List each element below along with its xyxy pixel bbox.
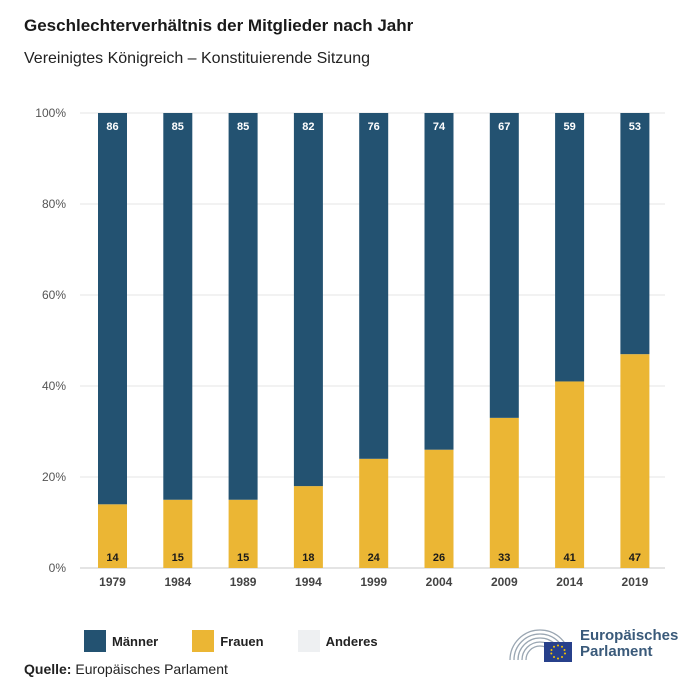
x-tick-label: 1979 bbox=[99, 575, 126, 589]
x-tick-label: 2009 bbox=[491, 575, 518, 589]
logo-wordmark: Europäisches Parlament bbox=[580, 628, 678, 660]
logo-line-1: Europäisches bbox=[580, 627, 679, 644]
bar-men bbox=[424, 113, 454, 450]
bar-men bbox=[489, 113, 519, 418]
legend-item-other: Anderes bbox=[297, 630, 378, 652]
logo-line-2: Parlament bbox=[580, 643, 653, 660]
data-label-women: 14 bbox=[106, 552, 119, 564]
source-note: Quelle: Europäisches Parlament bbox=[24, 661, 228, 677]
data-label-men: 53 bbox=[629, 121, 641, 133]
bar-women bbox=[228, 499, 258, 568]
bar-women bbox=[489, 417, 519, 568]
x-tick-label: 1989 bbox=[230, 575, 257, 589]
legend-label-men: Männer bbox=[112, 633, 159, 649]
data-label-women: 15 bbox=[237, 552, 249, 564]
bar-men bbox=[163, 113, 193, 500]
data-label-men: 59 bbox=[563, 121, 575, 133]
chart-title: Geschlechterverhältnis der Mitglieder na… bbox=[24, 16, 414, 35]
y-tick-label: 100% bbox=[35, 106, 66, 120]
data-label-women: 15 bbox=[172, 552, 184, 564]
data-label-men: 85 bbox=[172, 121, 184, 133]
bar-women bbox=[620, 354, 650, 568]
bar-women bbox=[555, 381, 585, 568]
y-tick-label: 0% bbox=[49, 561, 67, 575]
legend-swatch-women bbox=[192, 630, 215, 652]
legend-item-men: Männer bbox=[84, 630, 158, 652]
bar-men bbox=[228, 113, 258, 500]
data-label-men: 76 bbox=[368, 121, 380, 133]
european-parliament-logo: Europäisches Parlament bbox=[506, 624, 678, 664]
data-label-men: 74 bbox=[433, 121, 446, 133]
bar-men bbox=[555, 113, 585, 382]
chart-subtitle: Vereinigtes Königreich – Konstituierende… bbox=[24, 50, 370, 67]
data-label-men: 82 bbox=[302, 121, 314, 133]
source-text: Europäisches Parlament bbox=[75, 661, 228, 677]
x-tick-label: 2019 bbox=[622, 575, 649, 589]
x-tick-label: 2004 bbox=[426, 575, 453, 589]
legend-label-other: Anderes bbox=[325, 633, 378, 649]
bar-women bbox=[163, 499, 193, 568]
legend-swatch-men bbox=[84, 630, 106, 652]
x-tick-label: 1994 bbox=[295, 575, 322, 589]
data-label-women: 47 bbox=[629, 552, 641, 564]
bar-men bbox=[359, 113, 389, 459]
data-label-women: 26 bbox=[433, 552, 445, 564]
source-label: Quelle: bbox=[24, 661, 72, 677]
bar-women bbox=[293, 486, 323, 568]
y-tick-label: 40% bbox=[42, 379, 66, 393]
bar-men bbox=[620, 113, 650, 355]
x-tick-label: 1999 bbox=[360, 575, 387, 589]
x-tick-label: 2014 bbox=[556, 575, 583, 589]
data-label-women: 18 bbox=[302, 552, 314, 564]
data-label-women: 24 bbox=[368, 552, 381, 564]
bar-women bbox=[98, 504, 127, 568]
legend-label-women: Frauen bbox=[220, 633, 264, 649]
y-tick-label: 80% bbox=[42, 197, 66, 211]
y-tick-label: 60% bbox=[42, 288, 66, 302]
data-label-men: 86 bbox=[106, 121, 118, 133]
bar-men bbox=[293, 113, 323, 487]
data-label-women: 41 bbox=[563, 552, 575, 564]
data-label-men: 85 bbox=[237, 121, 249, 133]
parliament-hemicycle-icon bbox=[509, 629, 572, 662]
data-label-men: 67 bbox=[498, 121, 510, 133]
y-tick-label: 20% bbox=[42, 470, 66, 484]
data-label-women: 33 bbox=[498, 552, 510, 564]
legend-item-women: Frauen bbox=[192, 630, 264, 652]
legend-swatch-other bbox=[297, 630, 320, 652]
bar-women bbox=[424, 449, 454, 568]
bar-men bbox=[98, 113, 127, 505]
legend: Männer Frauen Anderes bbox=[84, 630, 412, 652]
bar-women bbox=[359, 458, 389, 568]
stacked-bar-chart: 0% 20% 40% 60% 80% 100% 14 86 1979 15 85 1984 15 85 19… bbox=[35, 106, 665, 589]
x-tick-label: 1984 bbox=[164, 575, 191, 589]
